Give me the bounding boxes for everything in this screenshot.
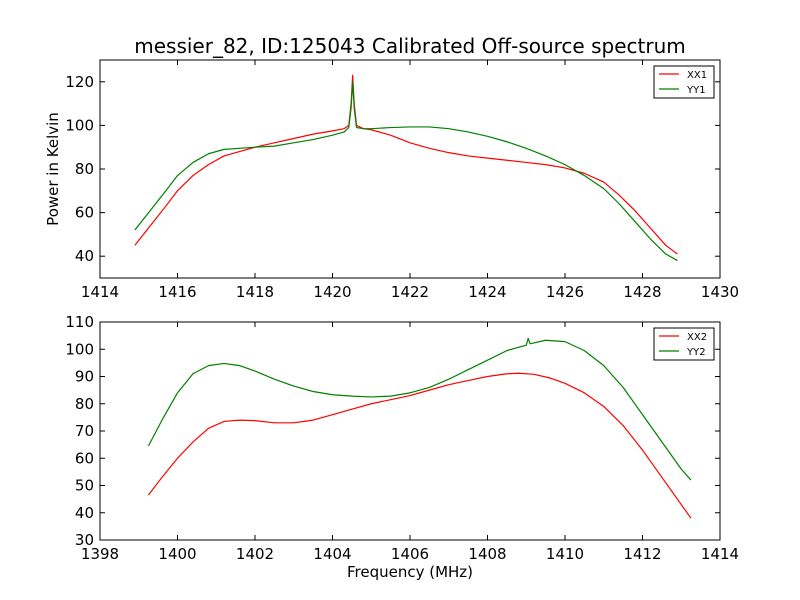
x-tick-label: 1430 — [701, 283, 739, 301]
x-tick-label: 1400 — [158, 545, 196, 563]
x-tick-label: 1420 — [313, 283, 351, 301]
x-axis-label: Frequency (MHz) — [347, 563, 473, 581]
y-tick-label: 40 — [75, 504, 94, 522]
x-tick-label: 1428 — [623, 283, 661, 301]
y-tick-label: 90 — [75, 368, 94, 386]
x-tick-label: 1426 — [546, 283, 584, 301]
y-axis-label: Power in Kelvin — [44, 112, 62, 226]
x-tick-label: 1398 — [81, 545, 119, 563]
plot-frame — [99, 59, 721, 279]
y-tick-label: 30 — [75, 531, 94, 549]
y-tick-label: 110 — [65, 313, 94, 331]
x-tick-label: 1410 — [546, 545, 584, 563]
x-tick-label: 1422 — [391, 283, 429, 301]
y-tick-label: 40 — [75, 247, 94, 265]
series-line-xx1 — [134, 74, 678, 255]
legend-label-xx2: XX2 — [687, 332, 707, 343]
y-tick-label: 80 — [75, 160, 94, 178]
x-tick-label: 1412 — [623, 545, 661, 563]
x-tick-label: 1424 — [468, 283, 506, 301]
legend-box — [653, 327, 715, 361]
y-tick-label: 70 — [75, 422, 94, 440]
x-tick-label: 1414 — [701, 545, 739, 563]
y-tick-label: 100 — [65, 340, 94, 358]
y-tick-label: 80 — [75, 395, 94, 413]
plot-panel-2: 1398 1400 1402 1404 1406 1408 1410 1412 1414 30 40… — [65, 313, 739, 581]
y-tick-label: 120 — [65, 73, 94, 91]
y-tick-label: 50 — [75, 477, 94, 495]
series-line-yy1 — [134, 81, 678, 262]
figure-title: messier_82, ID:125043 Calibrated Off-sou… — [134, 34, 685, 58]
legend-label-xx1: XX1 — [687, 70, 707, 81]
x-tick-label: 1414 — [81, 283, 119, 301]
y-tick-label: 60 — [75, 204, 94, 222]
x-tick-label: 1416 — [158, 283, 196, 301]
plot-frame — [99, 321, 721, 541]
x-tick-label: 1406 — [391, 545, 429, 563]
y-tick-label: 60 — [75, 449, 94, 467]
x-tick-label: 1408 — [468, 545, 506, 563]
legend-box — [653, 65, 715, 99]
legend-label-yy1: YY1 — [686, 85, 706, 96]
x-tick-label: 1404 — [313, 545, 351, 563]
x-tick-label: 1402 — [236, 545, 274, 563]
series-line-xx2 — [147, 372, 692, 519]
x-tick-label: 1418 — [236, 283, 274, 301]
plot-panel-1: 1414 1416 1418 1420 1422 1424 1426 1428 1430 40 60… — [44, 59, 739, 301]
series-line-yy2 — [147, 337, 692, 481]
y-tick-label: 100 — [65, 116, 94, 134]
legend-label-yy2: YY2 — [686, 347, 706, 358]
